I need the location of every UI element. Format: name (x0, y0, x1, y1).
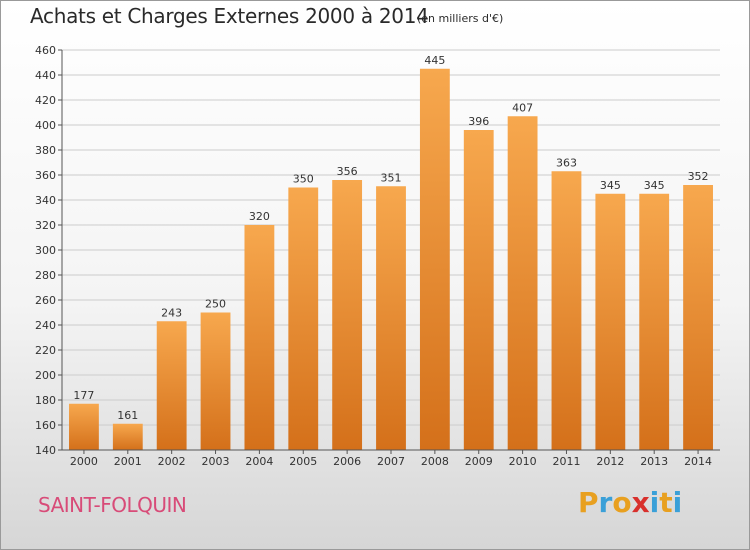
bar (112, 423, 143, 450)
chart-title: Achats et Charges Externes 2000 à 2014 (30, 4, 429, 28)
data-label: 243 (161, 306, 182, 319)
bar (332, 180, 363, 450)
logo-letter: o (612, 486, 632, 519)
y-tick-label: 180 (35, 394, 56, 407)
y-tick-label: 160 (35, 419, 56, 432)
y-tick-label: 440 (35, 69, 56, 82)
logo-letter: i (672, 486, 683, 519)
chart-subtitle: (en milliers d'€) (417, 12, 504, 25)
data-label: 356 (337, 165, 358, 178)
proxiti-logo: Proxiti (578, 486, 682, 519)
y-tick-label: 400 (35, 119, 56, 132)
x-tick-label: 2004 (245, 455, 273, 468)
y-tick-label: 420 (35, 94, 56, 107)
bar (595, 193, 626, 450)
x-tick-label: 2011 (552, 455, 580, 468)
logo-letter: r (598, 486, 613, 519)
y-tick-label: 280 (35, 269, 56, 282)
bar (376, 186, 406, 450)
bar (244, 225, 275, 450)
x-tick-label: 2014 (684, 455, 712, 468)
x-tick-label: 2012 (596, 455, 624, 468)
data-label: 345 (644, 179, 665, 192)
x-tick-label: 2013 (640, 455, 668, 468)
bar (156, 321, 187, 450)
y-tick-label: 220 (35, 344, 56, 357)
bar (200, 312, 231, 450)
data-label: 407 (512, 101, 533, 114)
data-label: 350 (293, 173, 314, 186)
bar (419, 68, 450, 450)
data-label: 445 (424, 54, 445, 67)
bar (683, 185, 713, 450)
y-tick-label: 320 (35, 219, 56, 232)
logo-letter: x (631, 486, 650, 519)
x-tick-label: 2010 (509, 455, 537, 468)
logo-letter: t (659, 486, 673, 519)
y-tick-label: 380 (35, 144, 56, 157)
data-label: 320 (249, 210, 270, 223)
data-label: 351 (381, 171, 402, 184)
bar (69, 403, 99, 450)
data-label: 345 (600, 179, 621, 192)
x-tick-label: 2008 (421, 455, 449, 468)
bars (69, 68, 713, 450)
data-label: 396 (468, 115, 489, 128)
bar (507, 116, 538, 450)
labels: 140 160 180 200 220 240 260 280 300 320 340 360 380 4… (35, 44, 712, 468)
bar (639, 193, 670, 450)
y-tick-label: 260 (35, 294, 56, 307)
axes (58, 49, 720, 454)
y-tick-label: 300 (35, 244, 56, 257)
data-label: 177 (73, 389, 94, 402)
data-label: 352 (688, 170, 709, 183)
y-tick-label: 360 (35, 169, 56, 182)
x-tick-label: 2006 (333, 455, 361, 468)
x-tick-label: 2002 (158, 455, 186, 468)
data-label: 250 (205, 298, 226, 311)
data-label: 363 (556, 156, 577, 169)
y-tick-label: 200 (35, 369, 56, 382)
y-tick-label: 340 (35, 194, 56, 207)
x-tick-label: 2001 (114, 455, 142, 468)
x-tick-label: 2009 (465, 455, 493, 468)
x-tick-label: 2005 (289, 455, 317, 468)
x-tick-label: 2003 (202, 455, 230, 468)
logo-letter: P (578, 486, 599, 519)
x-tick-label: 2000 (70, 455, 98, 468)
bar (463, 130, 494, 450)
commune-name: SAINT-FOLQUIN (38, 493, 187, 517)
bar (551, 171, 582, 450)
y-tick-label: 140 (35, 444, 56, 457)
data-label: 161 (117, 409, 138, 422)
y-tick-label: 460 (35, 44, 56, 57)
bar (288, 187, 319, 450)
logo-letter: i (649, 486, 660, 519)
x-tick-label: 2007 (377, 455, 405, 468)
y-tick-label: 240 (35, 319, 56, 332)
